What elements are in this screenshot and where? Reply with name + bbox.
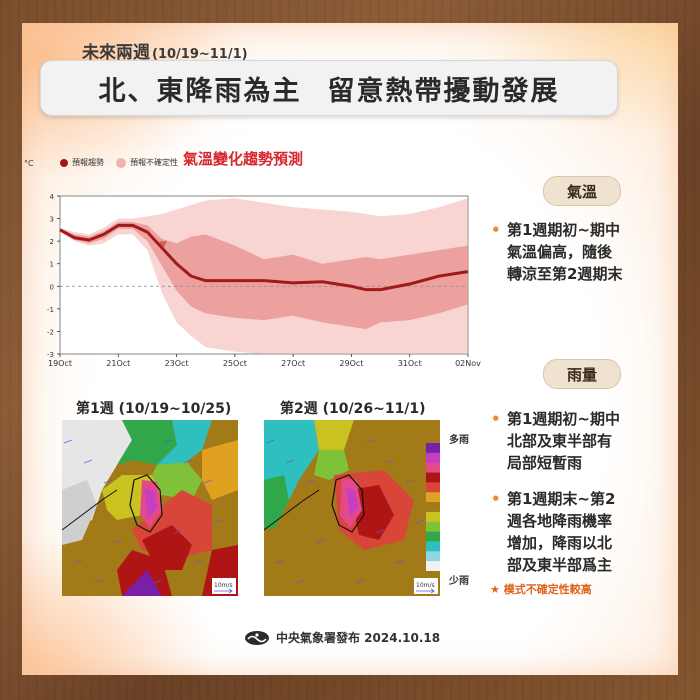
chart-legend: 預報趨勢 預報不確定性 — [60, 157, 178, 168]
temperature-section-label: 氣溫 — [543, 176, 621, 206]
chart-title: 氣溫變化趨勢預測 — [183, 150, 304, 168]
y-tick-label: -1 — [47, 306, 54, 314]
rain-bullet-line: 部及東半部爲主 — [507, 556, 613, 574]
y-tick-label: 3 — [50, 216, 54, 224]
colorbar-swatch — [426, 492, 440, 503]
rain-bullet-line: 週各地降雨機率 — [507, 512, 613, 530]
y-tick-label: 0 — [50, 283, 54, 291]
y-axis-unit: °C — [24, 159, 34, 168]
wind-scale-label: 10m/s — [214, 582, 233, 589]
rain-bullet-line: 第1週期末~第2 — [507, 490, 616, 508]
rain-bullet-line: 增加，降雨以北 — [507, 534, 613, 552]
rain-bullet-2: • 第1週期末~第2 週各地降雨機率 增加，降雨以北 部及東半部爲主 — [491, 488, 616, 576]
x-tick-label: 02Nov — [455, 359, 481, 368]
headline-part2: 留意熱帶擾動發展 — [327, 75, 560, 107]
y-tick-label: -2 — [47, 328, 54, 336]
trend-line — [59, 223, 469, 292]
colorbar-swatch — [426, 452, 440, 464]
trend-arrow-icon — [159, 241, 168, 250]
week2-rainfall-map: 10m/s — [264, 420, 440, 596]
footer-text: 中央氣象署發布 2024.10.18 — [276, 631, 441, 645]
rainfall-colorbar — [426, 443, 440, 571]
legend-uncertainty-label: 預報不確定性 — [130, 158, 178, 167]
uncertainty-note: ★ 模式不確定性較高 — [490, 583, 592, 596]
x-tick-label: 25Oct — [223, 359, 247, 368]
x-tick-label: 23Oct — [165, 359, 189, 368]
x-tick-label: 27Oct — [281, 359, 305, 368]
cwa-logo-icon — [245, 630, 269, 645]
rain-section-label: 雨量 — [543, 359, 621, 389]
temperature-bullet-line: 氣溫偏高，隨後 — [507, 243, 613, 261]
bullet-dot-icon: • — [491, 410, 501, 428]
wind-scale-label: 10m/s — [416, 582, 435, 589]
colorbar-swatch — [426, 561, 440, 571]
x-tick-label: 21Oct — [106, 359, 130, 368]
y-tick-label: 1 — [50, 261, 54, 269]
colorbar-top-label: 多雨 — [449, 435, 469, 446]
temperature-bullet-line: 轉涼至第2週期末 — [507, 265, 623, 283]
rain-bullet-1: • 第1週期初~期中 北部及東半部有 局部短暫雨 — [491, 408, 621, 474]
week1-rainfall-map: 10m/s — [62, 420, 238, 596]
colorbar-swatch — [426, 462, 440, 474]
bullet-dot-icon: • — [491, 221, 501, 239]
colorbar-swatch — [426, 531, 440, 542]
legend-trend-marker — [60, 158, 68, 167]
colorbar-swatch — [426, 443, 440, 454]
colorbar-bottom-label: 少雨 — [449, 576, 469, 587]
week2-map-title: 第2週 (10/26~11/1) — [280, 401, 426, 417]
legend-trend-label: 預報趨勢 — [72, 158, 104, 167]
rain-bullet-line: 第1週期初~期中 — [507, 410, 621, 428]
headline-part1: 北、東降雨為主 — [98, 75, 302, 107]
x-tick-label: 31Oct — [398, 359, 422, 368]
footer: 中央氣象署發布 2024.10.18 — [244, 629, 440, 646]
temperature-bullet: • 第1週期初~期中 氣溫偏高，隨後 轉涼至第2週期末 — [491, 219, 623, 285]
colorbar-swatch — [426, 482, 440, 493]
rain-bullet-line: 北部及東半部有 — [507, 432, 613, 450]
x-tick-label: 19Oct — [48, 359, 72, 368]
y-tick-label: 2 — [50, 238, 54, 246]
colorbar-swatch — [426, 541, 440, 552]
week1-map-title: 第1週 (10/19~10/25) — [76, 401, 232, 417]
colorbar-swatch — [426, 521, 440, 533]
forecast-period-dates: (10/19~11/1) — [152, 47, 248, 62]
bullet-dot-icon: • — [491, 490, 501, 508]
x-tick-label: 29Oct — [339, 359, 363, 368]
colorbar-swatch — [426, 511, 440, 523]
colorbar-swatch — [426, 472, 440, 483]
headline: 北、東降雨為主 留意熱帶擾動發展 — [40, 60, 618, 116]
rain-bullet-line: 局部短暫雨 — [507, 454, 583, 472]
colorbar-swatch — [426, 551, 440, 562]
colorbar-swatch — [426, 502, 440, 513]
forecast-period-label: 未來兩週 — [82, 43, 150, 63]
legend-uncertainty-marker — [116, 157, 126, 168]
forecast-period: 未來兩週 (10/19~11/1) — [82, 38, 248, 63]
temperature-bullet-line: 第1週期初~期中 — [507, 221, 621, 239]
y-tick-label: -3 — [47, 351, 54, 359]
y-tick-label: 4 — [50, 193, 55, 201]
